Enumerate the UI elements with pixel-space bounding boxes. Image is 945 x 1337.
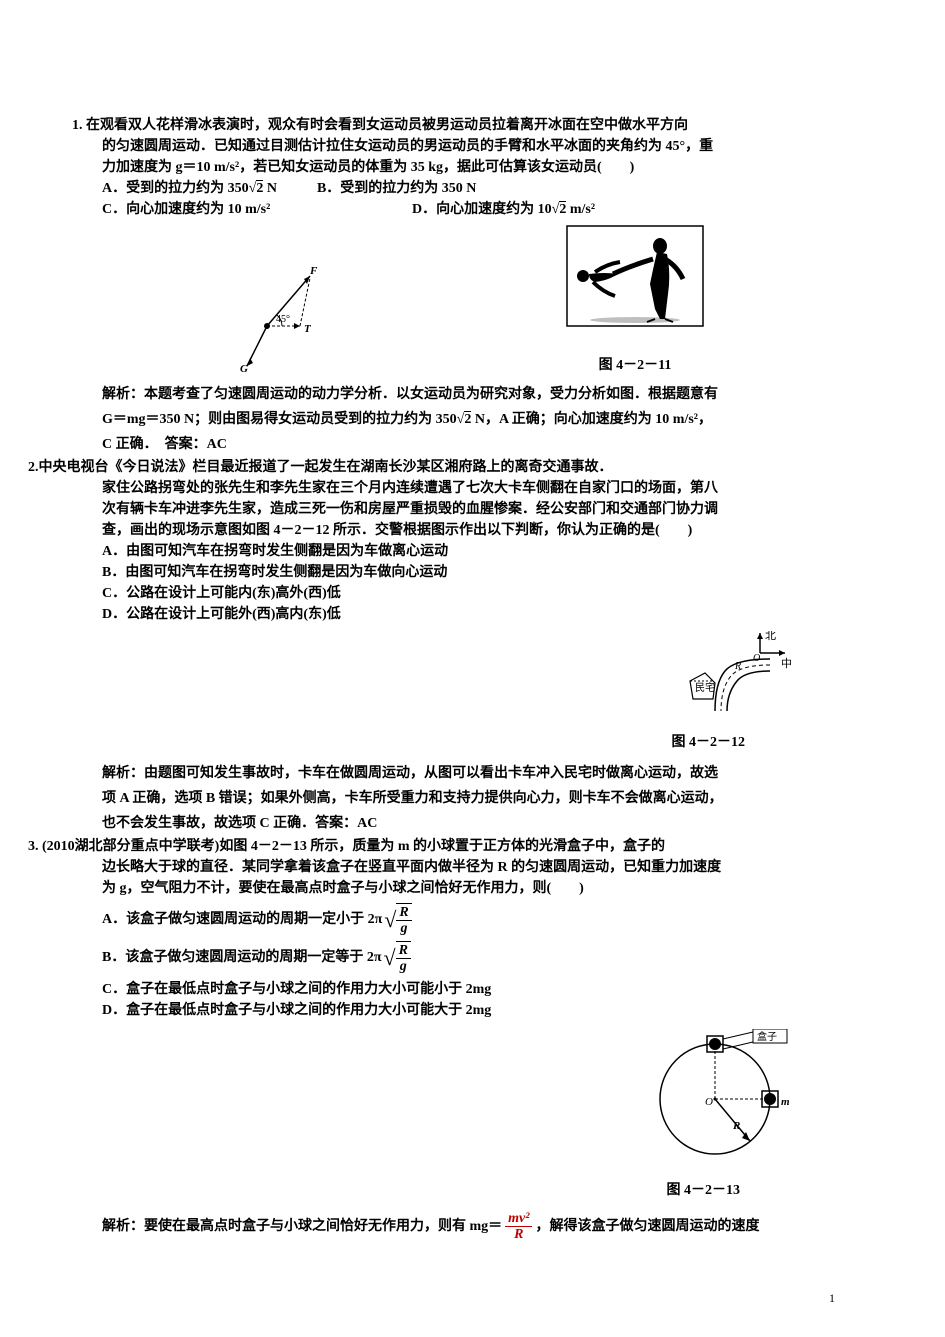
q2-expl2: 项 A 正确，选项 B 错误；如果外侧高，卡车所受重力和支持力提供向心力，则卡车… bbox=[72, 788, 825, 809]
q1-optD: D．向心加速度约为 102 m/s² bbox=[412, 199, 595, 220]
svg-text:T: T bbox=[304, 323, 312, 335]
question-3: 3. (2010湖北部分重点中学联考)如图 4－2－13 所示，质量为 m 的小… bbox=[72, 836, 825, 1242]
q2-optD: D．公路在设计上可能外(西)高内(东)低 bbox=[72, 604, 825, 625]
svg-text:R: R bbox=[732, 1120, 740, 1132]
svg-text:R: R bbox=[734, 661, 741, 672]
q1-expl1: 解析：本题考查了匀速圆周运动的动力学分析．以女运动员为研究对象，受力分析如图．根… bbox=[72, 384, 825, 405]
q1-expl2: G＝mg＝350 N；则由图易得女运动员受到的拉力约为 3502 N，A 正确；… bbox=[72, 409, 825, 430]
q3-line2: 边长略大于球的直径．某同学拿着该盒子在竖直平面内做半径为 R 的匀速圆周运动，已… bbox=[72, 857, 825, 878]
svg-text:F: F bbox=[309, 266, 318, 277]
q2-optA: A．由图可知汽车在拐弯时发生侧翻是因为车做离心运动 bbox=[72, 541, 825, 562]
q2-expl1: 解析：由题图可知发生事故时，卡车在做圆周运动，从图可以看出卡车冲入民宅时做离心运… bbox=[72, 763, 825, 784]
skaters-figure: 图 4－2－11 bbox=[565, 224, 705, 376]
svg-text:中: 中 bbox=[781, 657, 792, 670]
page-number: 1 bbox=[829, 1289, 835, 1307]
q1-options: A．受到的拉力约为 3502 N B．受到的拉力约为 350 N bbox=[72, 178, 825, 199]
q1-optA: A．受到的拉力约为 3502 N bbox=[102, 178, 277, 199]
svg-text:45°: 45° bbox=[276, 314, 290, 325]
q3-expl1: 解析：要使在最高点时盒子与小球之间恰好无作用力，则有 mg＝ mv²R ，解得该… bbox=[72, 1211, 825, 1243]
q1-expl3: C 正确． 答案：AC bbox=[72, 434, 825, 455]
svg-text:盒子: 盒子 bbox=[757, 1030, 777, 1043]
q1-line3: 力加速度为 g＝10 m/s²，若已知女运动员的体重为 35 kg，据此可估算该… bbox=[72, 157, 825, 178]
q1-line2: 的匀速圆周运动．已知通过目测估计拉住女运动员的男运动员的手臂和水平冰面的夹角约为… bbox=[72, 136, 825, 157]
q2-line1: 2.中央电视台《今日说法》栏目最近报道了一起发生在湖南长沙某区湘府路上的离奇交通… bbox=[28, 457, 825, 478]
question-1: 1. 在观看双人花样滑冰表演时，观众有时会看到女运动员被男运动员拉着离开冰面在空… bbox=[72, 115, 825, 455]
svg-text:m: m bbox=[781, 1096, 790, 1108]
q3-optB: B．该盒子做匀速圆周运动的周期一定等于 2π √ Rg bbox=[72, 941, 825, 975]
q2-line3: 次有辆卡车冲进李先生家，造成三死一伤和房屋严重损毁的血腥惨案．经公安部门和交通部… bbox=[72, 499, 825, 520]
svg-text:O: O bbox=[753, 653, 760, 664]
force-diagram: F 45° T G bbox=[232, 266, 332, 376]
q2-fig-caption: 图 4－2－12 bbox=[72, 732, 795, 753]
q1-figures: F 45° T G 图 bbox=[72, 224, 825, 376]
q2-line4: 查，画出的现场示意图如图 4－2－12 所示．交警根据图示作出以下判断，你认为正… bbox=[72, 520, 825, 541]
q3-line3: 为 g，空气阻力不计，要使在最高点时盒子与小球之间恰好无作用力，则( ) bbox=[72, 878, 825, 899]
q2-line2: 家住公路拐弯处的张先生和李先生家在三个月内连续遭遇了七次大卡车侧翻在自家门口的场… bbox=[72, 478, 825, 499]
svg-text:G: G bbox=[240, 363, 248, 375]
road-diagram: 北 中 R O 民宅 bbox=[675, 631, 795, 721]
q1-options2: C．向心加速度约为 10 m/s² D．向心加速度约为 102 m/s² bbox=[72, 199, 825, 220]
q3-optC: C．盒子在最低点时盒子与小球之间的作用力大小可能小于 2mg bbox=[72, 979, 825, 1000]
circle-diagram: O R 盒子 m bbox=[645, 1029, 795, 1169]
q1-fig-caption: 图 4－2－11 bbox=[565, 355, 705, 376]
q2-optC: C．公路在设计上可能内(东)高外(西)低 bbox=[72, 583, 825, 604]
svg-text:O: O bbox=[705, 1096, 713, 1108]
q3-figure-wrap: O R 盒子 m 图 4－2－13 bbox=[72, 1029, 825, 1201]
question-2: 2.中央电视台《今日说法》栏目最近报道了一起发生在湖南长沙某区湘府路上的离奇交通… bbox=[72, 457, 825, 834]
q2-optB: B．由图可知汽车在拐弯时发生侧翻是因为车做向心运动 bbox=[72, 562, 825, 583]
q1-line1: 1. 在观看双人花样滑冰表演时，观众有时会看到女运动员被男运动员拉着离开冰面在空… bbox=[72, 115, 825, 136]
q3-optA: A．该盒子做匀速圆周运动的周期一定小于 2π √ Rg bbox=[72, 903, 825, 937]
svg-text:北: 北 bbox=[765, 631, 776, 642]
q1-optC: C．向心加速度约为 10 m/s² bbox=[102, 199, 372, 220]
q2-figure-wrap: 北 中 R O 民宅 图 4－2－12 bbox=[72, 631, 825, 753]
svg-text:民宅: 民宅 bbox=[695, 681, 715, 694]
q2-expl3: 也不会发生事故，故选项 C 正确．答案：AC bbox=[72, 813, 825, 834]
q1-optB: B．受到的拉力约为 350 N bbox=[317, 178, 476, 199]
q3-fig-caption: 图 4－2－13 bbox=[72, 1180, 795, 1201]
q3-optD: D．盒子在最低点时盒子与小球之间的作用力大小可能大于 2mg bbox=[72, 1000, 825, 1021]
q3-line1: 3. (2010湖北部分重点中学联考)如图 4－2－13 所示，质量为 m 的小… bbox=[28, 836, 825, 857]
